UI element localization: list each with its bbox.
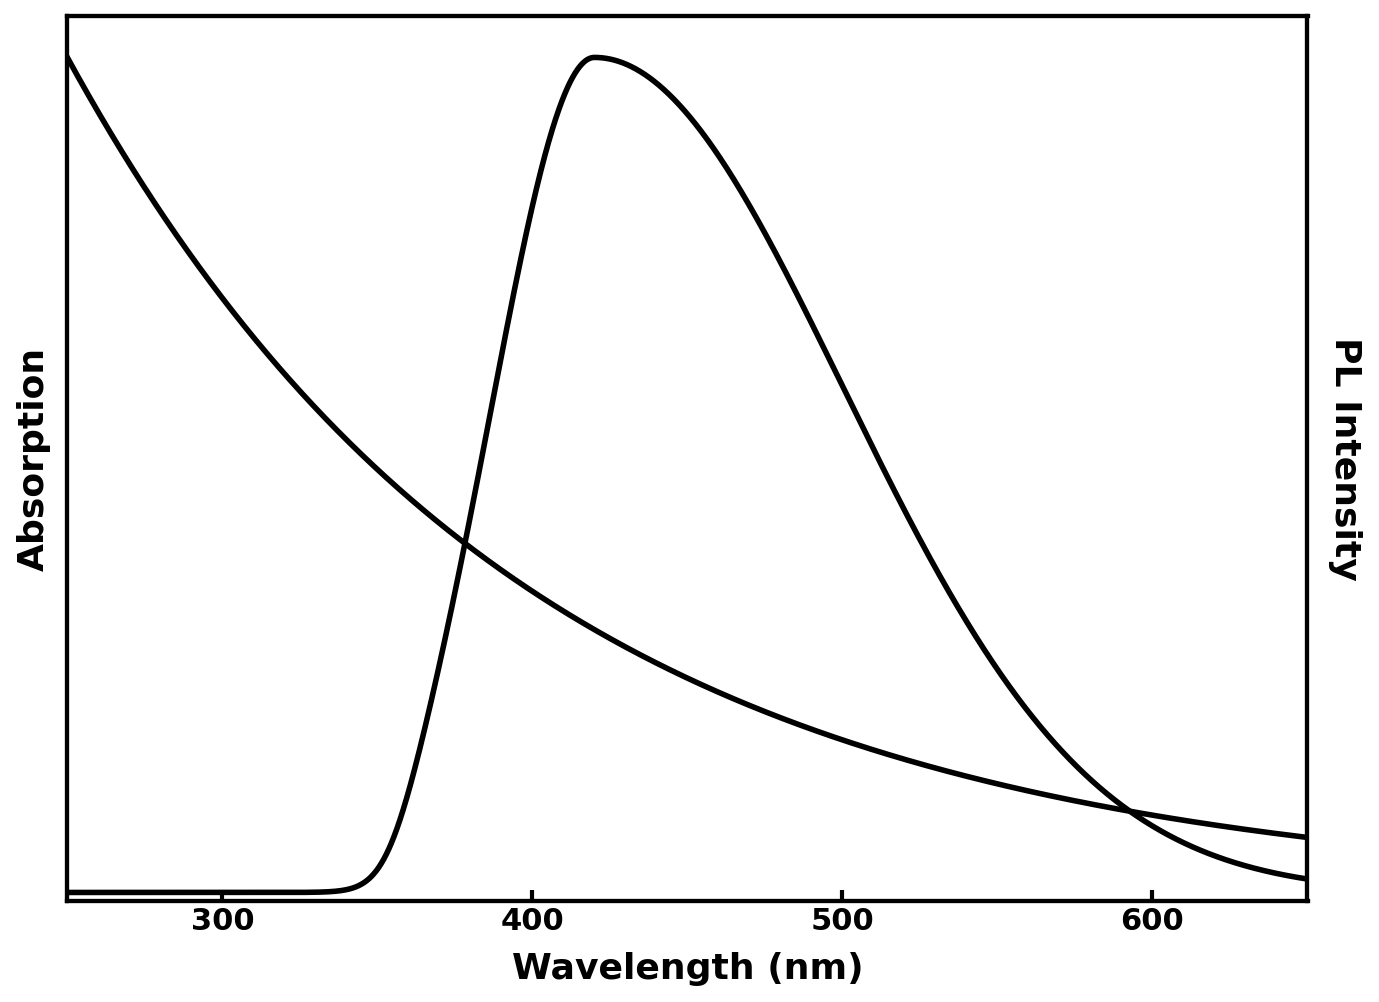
Y-axis label: PL Intensity: PL Intensity bbox=[1328, 337, 1362, 580]
X-axis label: Wavelength (nm): Wavelength (nm) bbox=[512, 951, 863, 985]
Y-axis label: Absorption: Absorption bbox=[17, 347, 51, 571]
